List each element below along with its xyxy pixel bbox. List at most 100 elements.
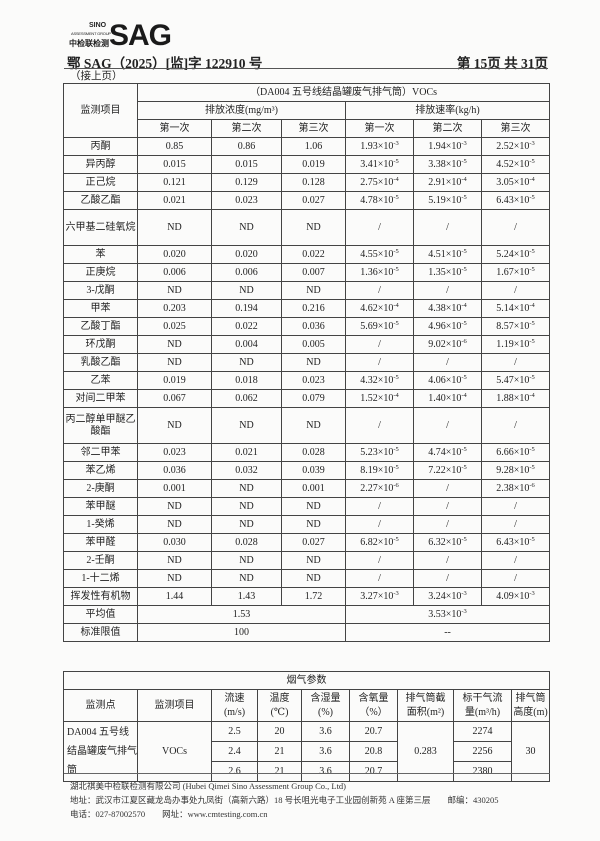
rate-base: 2.91×10 xyxy=(428,176,462,188)
compound-name: 挥发性有机物 xyxy=(63,587,138,606)
concentration-value: ND xyxy=(281,569,346,588)
rate-value: 6.43×10-5 xyxy=(480,191,551,210)
run-header: 第一次 xyxy=(345,119,414,138)
rate-exponent: -3 xyxy=(529,139,535,147)
table-row: 丙酮 0.85 0.86 1.06 1.93×10-3 1.94×10-3 2.52×10-… xyxy=(63,137,551,156)
rate-base: 1.93×10 xyxy=(360,140,394,152)
rate-base: 5.14×10 xyxy=(496,302,530,314)
rate-value: 1.88×10-4 xyxy=(480,389,551,408)
flue-header: 温度 (℃) xyxy=(257,689,302,722)
concentration-value: 0.023 xyxy=(211,191,282,210)
rate-base: 4.62×10 xyxy=(360,302,394,314)
rate-base: 5.23×10 xyxy=(360,446,394,458)
run-header: 第三次 xyxy=(281,119,346,138)
rate-value: 2.75×10-4 xyxy=(345,173,414,192)
limit-row: 标准限值 100 -- xyxy=(63,623,551,642)
concentration-value: 0.039 xyxy=(281,461,346,480)
concentration-value: 0.028 xyxy=(211,533,282,552)
rate-exponent: -3 xyxy=(461,589,467,597)
flue-temp: 21 xyxy=(257,761,302,782)
concentration-value: 0.036 xyxy=(137,461,212,480)
flue-moist: 3.6 xyxy=(301,741,350,762)
rate-value: 1.52×10-4 xyxy=(345,389,414,408)
rate-header: 排放速率(kg/h) xyxy=(344,101,551,120)
rate-value: / xyxy=(413,407,482,444)
concentration-value: 0.036 xyxy=(281,317,346,336)
concentration-value: 1.43 xyxy=(211,587,282,606)
table-row: 1-十二烯 ND ND ND / / / xyxy=(63,569,551,588)
concentration-value: ND xyxy=(211,515,282,534)
rate-base: 1.40×10 xyxy=(428,392,462,404)
concentration-value: ND xyxy=(211,407,282,444)
rate-value: 4.32×10-5 xyxy=(345,371,414,390)
rate-value: 5.24×10-5 xyxy=(480,245,551,264)
rate-value: 1.67×10-5 xyxy=(480,263,551,282)
rate-base: 6.43×10 xyxy=(496,536,530,548)
concentration-value: ND xyxy=(211,209,282,246)
compound-name: 正己烷 xyxy=(63,173,138,192)
concentration-value: ND xyxy=(211,497,282,516)
rate-value: / xyxy=(413,515,482,534)
flue-flow: 2256 xyxy=(453,741,512,762)
rate-value: / xyxy=(413,479,482,498)
table-row: 乳酸乙酯 ND ND ND / / / xyxy=(63,353,551,372)
page-number: 第 15页 共 31页 xyxy=(456,56,548,71)
rate-base: 1.35×10 xyxy=(428,266,462,278)
rate-exponent: -4 xyxy=(529,175,535,183)
table-row: 正己烷 0.121 0.129 0.128 2.75×10-4 2.91×10-4 3.05… xyxy=(63,173,551,192)
rate-base: 3.38×10 xyxy=(428,158,462,170)
conc-header: 排放浓度(mg/m³) xyxy=(137,101,346,120)
logo-sag: SAG xyxy=(109,19,172,52)
table-row: 六甲基二硅氧烷 ND ND ND / / / xyxy=(63,209,551,246)
limit-label: 标准限值 xyxy=(63,623,138,642)
concentration-value: ND xyxy=(281,407,346,444)
compound-name: 环戊酮 xyxy=(63,335,138,354)
concentration-value: 0.032 xyxy=(211,461,282,480)
rate-base: 1.67×10 xyxy=(496,266,530,278)
rate-value: 1.94×10-3 xyxy=(413,137,482,156)
rate-base: 8.19×10 xyxy=(360,464,394,476)
concentration-value: 0.001 xyxy=(281,479,346,498)
concentration-value: 0.028 xyxy=(281,443,346,462)
header-row: 监测项目 （DA004 五号线结晶罐废气排气筒）VOCs xyxy=(63,83,551,138)
compound-name: 3-戊酮 xyxy=(63,281,138,300)
table-title: （DA004 五号线结晶罐废气排气筒）VOCs xyxy=(136,83,551,102)
concentration-value: 0.021 xyxy=(211,443,282,462)
concentration-value: 0.194 xyxy=(211,299,282,318)
concentration-value: 0.022 xyxy=(211,317,282,336)
rate-exponent: -5 xyxy=(393,193,399,201)
rate-exponent: -5 xyxy=(461,265,467,273)
concentration-value: 0.023 xyxy=(137,443,212,462)
rate-exponent: -5 xyxy=(529,535,535,543)
rate-value: / xyxy=(413,569,482,588)
rate-exponent: -3 xyxy=(529,589,535,597)
concentration-value: 0.019 xyxy=(281,155,346,174)
rate-value: / xyxy=(480,497,551,516)
rate-value: 4.52×10-5 xyxy=(480,155,551,174)
compound-name: 异丙醇 xyxy=(63,155,138,174)
compound-name: 甲苯 xyxy=(63,299,138,318)
concentration-value: 0.007 xyxy=(281,263,346,282)
concentration-value: ND xyxy=(137,515,212,534)
header-row: 排放浓度(mg/m³) 排放速率(kg/h) xyxy=(64,101,551,120)
rate-value: / xyxy=(345,281,414,300)
rate-value: / xyxy=(480,281,551,300)
rate-value: / xyxy=(480,209,551,246)
rate-base: 3.05×10 xyxy=(496,176,530,188)
rate-value: / xyxy=(345,569,414,588)
rate-value: 6.82×10-5 xyxy=(345,533,414,552)
rate-base: 3.41×10 xyxy=(360,158,394,170)
compound-name: 1-癸烯 xyxy=(63,515,138,534)
rate-value: / xyxy=(480,551,551,570)
table-row: 正庚烷 0.006 0.006 0.007 1.36×10-5 1.35×10-5 1.67… xyxy=(63,263,551,282)
concentration-value: 0.023 xyxy=(281,371,346,390)
rate-base: 3.27×10 xyxy=(360,590,394,602)
rate-value: 4.96×10-5 xyxy=(413,317,482,336)
limit-conc: 100 xyxy=(137,623,346,642)
compound-name: 乙酸丁酯 xyxy=(63,317,138,336)
footer-rule xyxy=(64,773,550,774)
rate-exponent: -5 xyxy=(529,319,535,327)
rate-value: 8.19×10-5 xyxy=(345,461,414,480)
compound-name: 乙酸乙酯 xyxy=(63,191,138,210)
rate-base: 6.82×10 xyxy=(360,536,394,548)
